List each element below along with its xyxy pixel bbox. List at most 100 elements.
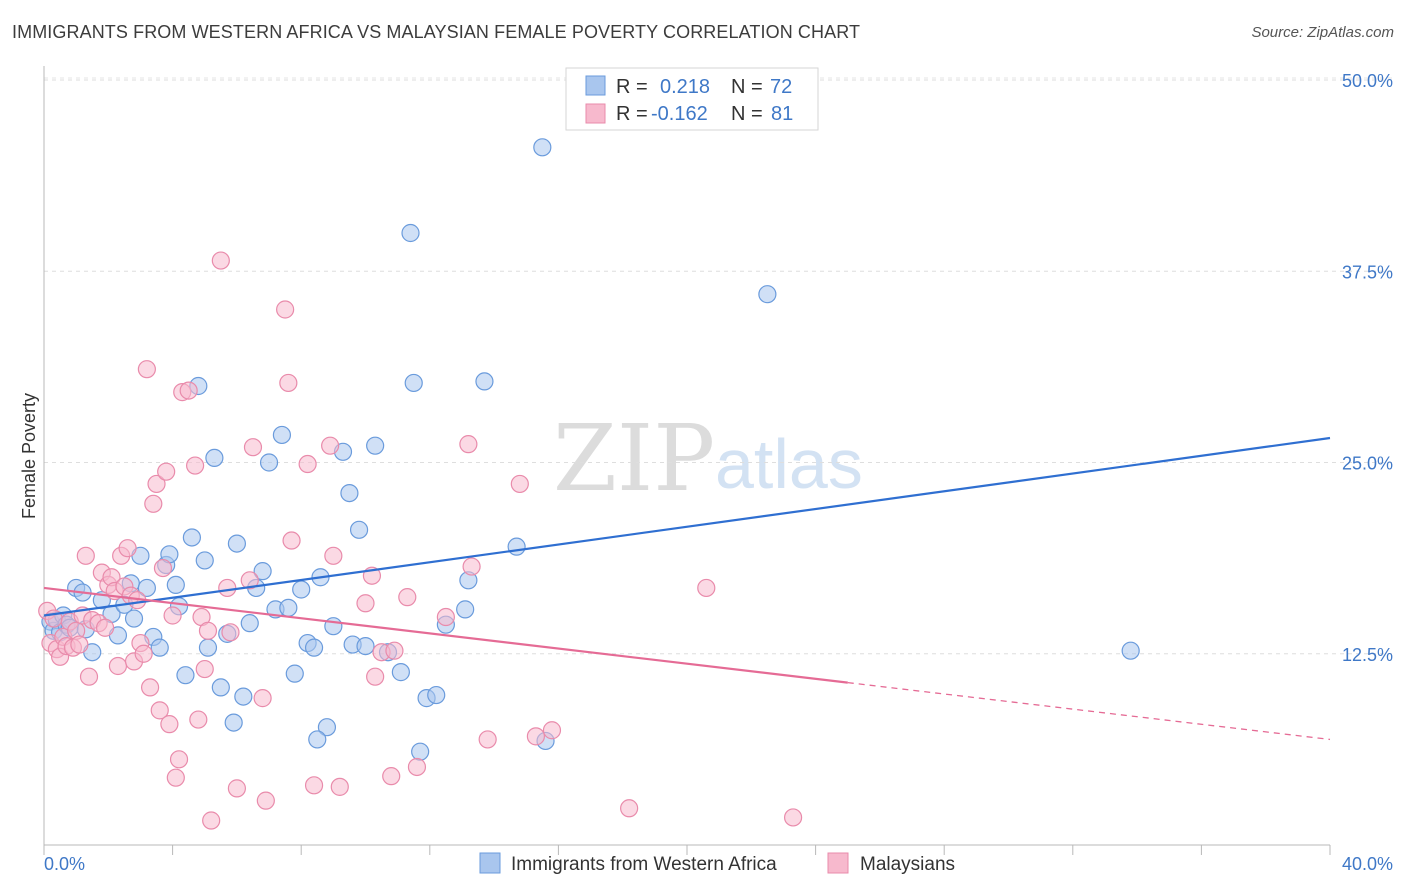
- data-point-immigrants: [205, 448, 224, 468]
- data-point-immigrants: [404, 373, 423, 393]
- data-point-malaysians: [356, 594, 375, 613]
- data-point-malaysians: [324, 546, 343, 565]
- data-point-immigrants: [224, 713, 243, 732]
- data-point-immigrants: [253, 562, 272, 581]
- data-point-immigrants: [317, 718, 337, 737]
- data-point-immigrants: [308, 730, 327, 749]
- y-tick-label: 12.5%: [1342, 645, 1393, 665]
- trend-line-malaysians: [43, 586, 848, 684]
- data-point-malaysians: [282, 531, 301, 550]
- data-point-immigrants: [427, 685, 446, 705]
- data-point-malaysians: [211, 251, 230, 270]
- data-point-malaysians: [240, 571, 259, 590]
- trend-line-immigrants: [43, 436, 1331, 617]
- data-point-malaysians: [195, 659, 214, 679]
- bottom-legend-label-blue: Immigrants from Western Africa: [511, 854, 777, 875]
- data-point-immigrants: [272, 425, 292, 445]
- data-point-malaysians: [330, 777, 349, 796]
- data-point-immigrants: [285, 664, 304, 683]
- legend-n-label-blue: N =: [731, 76, 763, 98]
- data-point-malaysians: [137, 360, 156, 379]
- data-point-malaysians: [157, 462, 176, 481]
- data-point-malaysians: [198, 621, 218, 640]
- data-point-immigrants: [456, 600, 475, 619]
- data-point-immigrants: [401, 223, 420, 243]
- data-point-malaysians: [147, 474, 166, 494]
- data-point-malaysians: [218, 578, 237, 598]
- data-point-malaysians: [459, 435, 478, 454]
- chart-title: IMMIGRANTS FROM WESTERN AFRICA VS MALAYS…: [12, 22, 861, 42]
- data-point-malaysians: [95, 618, 115, 637]
- legend-n-label-pink: N =: [731, 103, 763, 125]
- correlation-legend: R = 0.218 N = 72 R = -0.162 N = 81: [565, 67, 819, 131]
- data-point-malaysians: [79, 667, 99, 686]
- data-point-immigrants: [349, 520, 369, 539]
- data-point-immigrants: [292, 580, 311, 599]
- data-point-malaysians: [256, 791, 275, 810]
- data-point-immigrants: [279, 598, 298, 617]
- data-point-immigrants: [411, 742, 430, 761]
- legend-swatch-pink: [585, 103, 606, 124]
- data-point-malaysians: [783, 808, 803, 827]
- data-point-malaysians: [321, 436, 340, 455]
- y-tick-label: 37.5%: [1342, 262, 1393, 282]
- data-point-immigrants: [259, 453, 279, 472]
- data-point-immigrants: [211, 678, 230, 697]
- data-point-immigrants: [234, 687, 253, 706]
- data-point-immigrants: [475, 372, 494, 391]
- data-point-immigrants: [533, 138, 552, 157]
- data-point-immigrants: [227, 534, 246, 553]
- data-point-malaysians: [189, 710, 208, 729]
- watermark-atlas: atlas: [715, 425, 863, 503]
- series-legend: Immigrants from Western Africa Malaysian…: [479, 852, 955, 875]
- data-point-immigrants: [507, 537, 526, 556]
- gridlines: [44, 77, 1394, 655]
- data-point-malaysians: [436, 607, 455, 627]
- data-point-immigrants: [124, 609, 144, 628]
- data-point-malaysians: [510, 474, 529, 494]
- data-point-malaysians: [382, 767, 401, 786]
- data-point-malaysians: [150, 701, 169, 720]
- data-point-malaysians: [243, 438, 263, 457]
- data-point-malaysians: [169, 750, 189, 769]
- y-axis-title: Female Poverty: [19, 393, 39, 519]
- series-malaysians-points: [38, 251, 803, 830]
- bottom-legend-swatch-blue: [479, 852, 501, 874]
- data-point-malaysians: [276, 300, 295, 319]
- data-point-malaysians: [179, 381, 198, 400]
- y-tick-label: 25.0%: [1342, 454, 1393, 474]
- data-point-malaysians: [140, 678, 160, 697]
- legend-box: [565, 67, 819, 131]
- data-point-malaysians: [253, 689, 272, 708]
- y-tick-label: 50.0%: [1342, 71, 1393, 91]
- data-point-immigrants: [758, 285, 777, 304]
- x-axis-ticks: [43, 845, 1331, 855]
- y-tick-labels: 12.5% 25.0% 37.5% 50.0%: [1342, 71, 1393, 665]
- data-point-malaysians: [221, 623, 240, 642]
- data-point-malaysians: [202, 811, 221, 830]
- data-point-malaysians: [227, 779, 246, 798]
- data-point-malaysians: [144, 494, 163, 513]
- data-point-malaysians: [542, 721, 562, 740]
- data-point-malaysians: [697, 578, 716, 598]
- data-point-malaysians: [620, 799, 639, 818]
- data-point-malaysians: [134, 644, 153, 663]
- data-point-malaysians: [70, 635, 89, 654]
- data-point-immigrants: [166, 575, 185, 595]
- trend-line-malaysians-extrapolated: [847, 681, 1331, 741]
- legend-n-value-pink: 81: [771, 103, 793, 125]
- legend-r-label-blue: R =: [616, 76, 648, 98]
- data-point-malaysians: [118, 539, 137, 558]
- data-point-malaysians: [304, 776, 324, 795]
- x-tick-labels: 0.0% 40.0%: [44, 854, 1393, 874]
- data-point-immigrants: [150, 638, 169, 657]
- data-point-malaysians: [478, 730, 497, 749]
- trend-lines: [43, 436, 1331, 741]
- data-point-immigrants: [366, 436, 385, 455]
- data-point-immigrants: [340, 484, 359, 503]
- data-point-immigrants: [176, 666, 195, 685]
- data-point-malaysians: [108, 656, 128, 676]
- data-point-immigrants: [137, 578, 156, 598]
- data-point-immigrants: [1121, 641, 1140, 660]
